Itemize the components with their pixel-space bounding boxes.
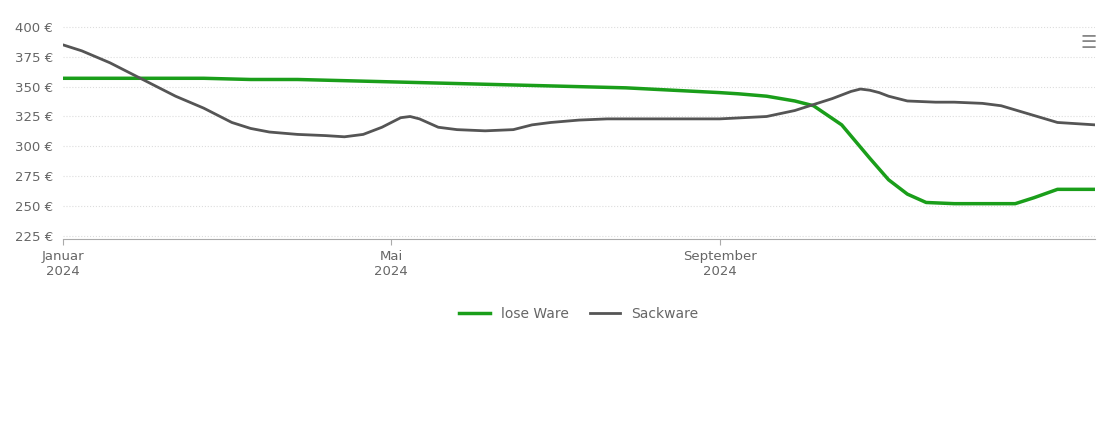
- Text: ☰: ☰: [1080, 34, 1097, 52]
- Legend: lose Ware, Sackware: lose Ware, Sackware: [454, 302, 704, 327]
